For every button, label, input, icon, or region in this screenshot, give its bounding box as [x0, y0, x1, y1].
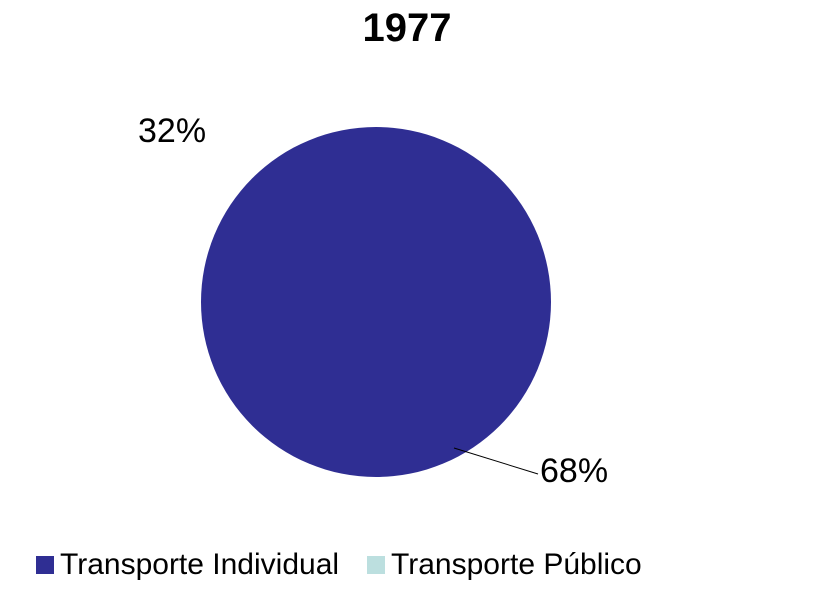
pie-chart-region: 1977 32% 68% Transporte Individual Trans… — [0, 0, 814, 609]
legend-swatch-1 — [367, 556, 385, 574]
slice-percent-label-0: 32% — [138, 112, 206, 151]
legend-text-0: Transporte Individual — [60, 548, 339, 582]
pie-graphic — [201, 127, 551, 477]
chart-legend: Transporte Individual Transporte Público — [36, 548, 642, 582]
legend-item-0: Transporte Individual — [36, 548, 339, 582]
pie-container — [201, 127, 551, 477]
legend-swatch-0 — [36, 556, 54, 574]
legend-item-1: Transporte Público — [367, 548, 642, 582]
legend-text-1: Transporte Público — [391, 548, 642, 582]
chart-title: 1977 — [0, 6, 814, 51]
slice-percent-label-1: 68% — [540, 452, 608, 491]
